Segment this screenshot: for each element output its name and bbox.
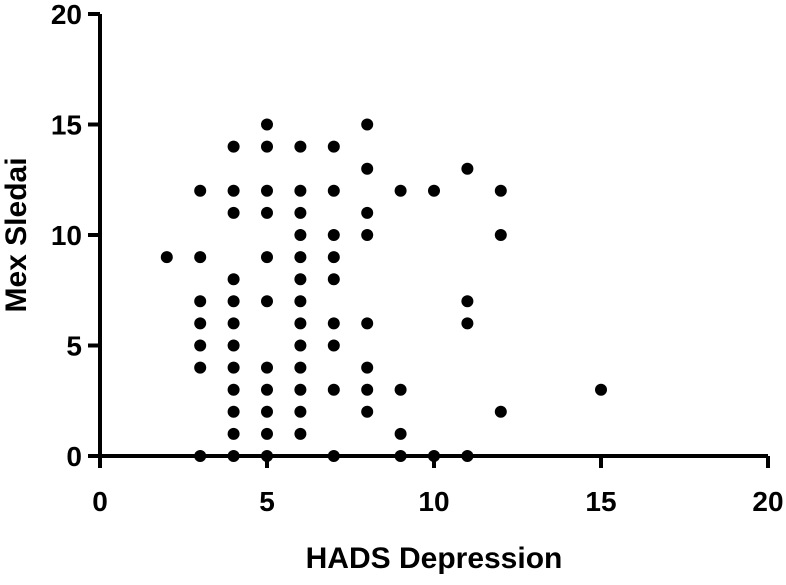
point [394, 383, 407, 396]
point [294, 184, 307, 197]
point [294, 229, 307, 241]
point [461, 450, 474, 462]
point [361, 206, 374, 219]
point [194, 339, 207, 352]
point [261, 184, 273, 197]
point [494, 405, 507, 418]
y-axis-label: Mex Sledai [0, 157, 33, 312]
x-tick-label: 0 [92, 486, 108, 517]
point [294, 273, 307, 286]
point [227, 450, 240, 462]
point [194, 317, 207, 330]
point [361, 383, 374, 396]
point [261, 361, 273, 374]
y-tick-label: 5 [66, 331, 82, 362]
point [461, 317, 474, 330]
point [227, 295, 240, 308]
point [327, 273, 340, 286]
x-tick-label: 15 [585, 486, 616, 517]
point [394, 450, 407, 462]
point [194, 361, 207, 374]
point [361, 229, 374, 241]
point [327, 184, 340, 197]
point [428, 184, 440, 197]
point [227, 405, 240, 418]
x-axis-label: HADS Depression [306, 542, 563, 575]
point [261, 206, 273, 219]
point [361, 118, 374, 131]
point [261, 295, 273, 308]
point [394, 427, 407, 440]
point [294, 339, 307, 352]
point [294, 427, 307, 440]
x-tick-label: 20 [752, 486, 783, 517]
point [327, 140, 340, 153]
point [227, 140, 240, 153]
point [261, 383, 273, 396]
point [494, 184, 507, 197]
point [261, 140, 273, 153]
point [227, 273, 240, 286]
y-tick-label: 0 [66, 441, 82, 472]
point [227, 383, 240, 396]
point [294, 405, 307, 418]
point [361, 162, 374, 175]
point [261, 427, 273, 440]
point [227, 317, 240, 330]
point [294, 251, 307, 264]
point [461, 162, 474, 175]
point [327, 229, 340, 241]
point [227, 427, 240, 440]
point [294, 206, 307, 219]
point [361, 405, 374, 418]
x-tick-label: 5 [259, 486, 275, 517]
point [294, 295, 307, 308]
point [194, 450, 207, 462]
point [327, 383, 340, 396]
point [294, 361, 307, 374]
point [361, 317, 374, 330]
point [327, 450, 340, 462]
point [160, 251, 173, 264]
point [261, 118, 273, 131]
y-tick-label: 15 [51, 110, 82, 141]
point [294, 140, 307, 153]
point [394, 184, 407, 197]
point [194, 295, 207, 308]
point [294, 383, 307, 396]
point [261, 450, 273, 462]
point [595, 383, 607, 396]
point [327, 317, 340, 330]
x-tick-label: 10 [418, 486, 449, 517]
point [227, 339, 240, 352]
point [327, 339, 340, 352]
point [261, 405, 273, 418]
point [261, 251, 273, 264]
point [327, 251, 340, 264]
point [194, 251, 207, 264]
point [461, 295, 474, 308]
point [494, 229, 507, 241]
point [227, 184, 240, 197]
point [428, 450, 440, 462]
point [227, 206, 240, 219]
point [227, 361, 240, 374]
point [194, 184, 207, 197]
y-tick-label: 10 [51, 220, 82, 251]
point [294, 317, 307, 330]
y-tick-label: 20 [51, 0, 82, 30]
point [361, 361, 374, 374]
